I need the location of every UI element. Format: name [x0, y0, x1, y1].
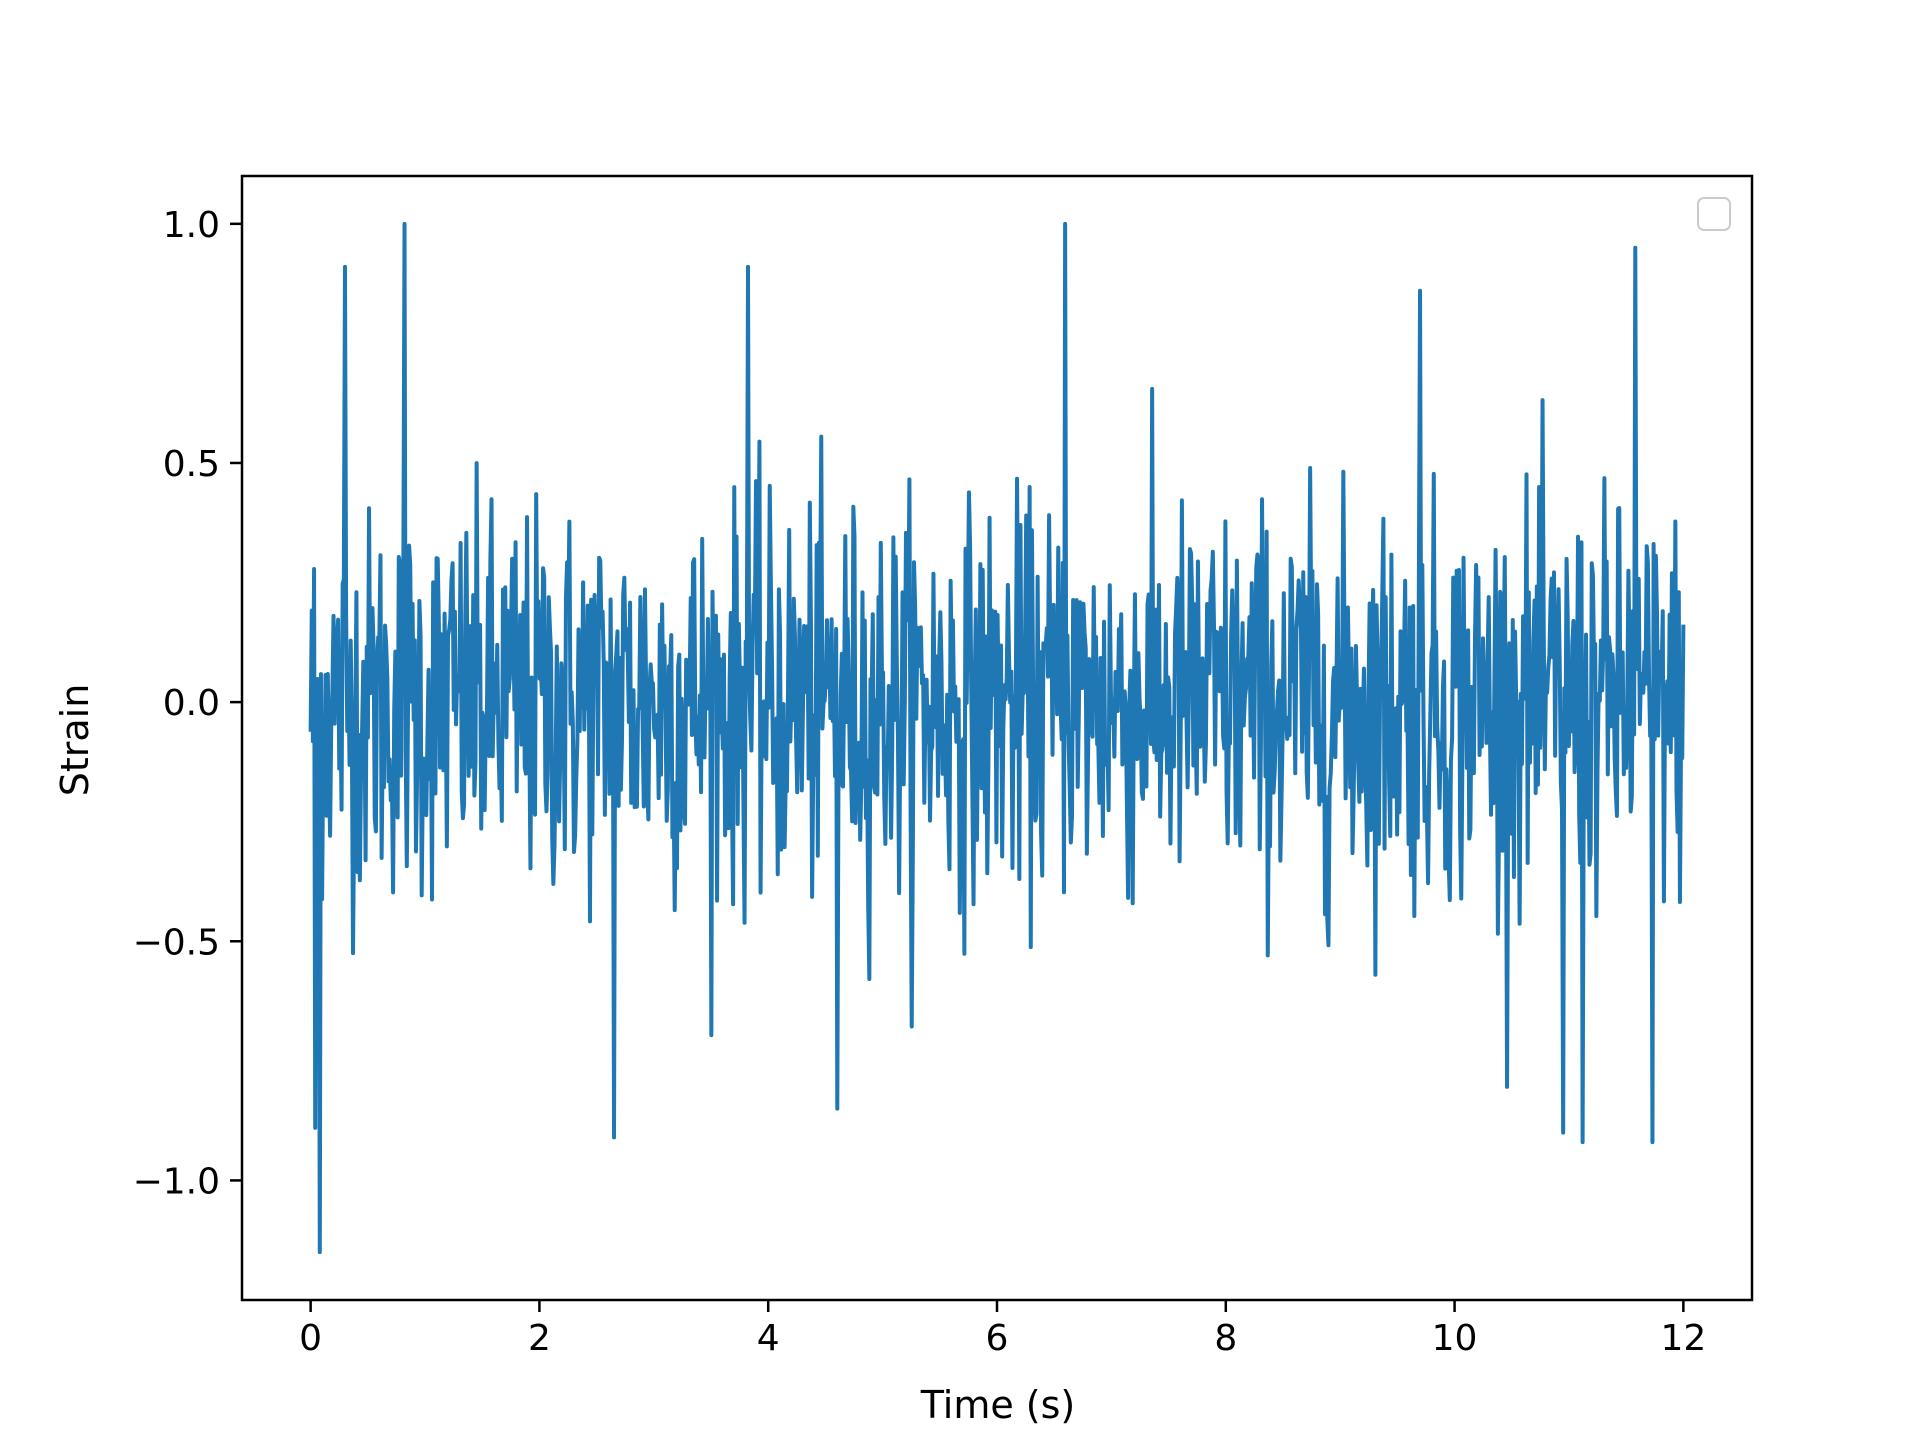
y-axis-label: Strain [53, 684, 97, 797]
y-tick-label: 1.0 [163, 205, 220, 246]
x-tick-label: 12 [1660, 1318, 1706, 1359]
x-tick-label: 8 [1214, 1318, 1237, 1359]
x-tick-label: 0 [299, 1318, 322, 1359]
x-axis-label: Time (s) [920, 1383, 1076, 1427]
x-tick-label: 2 [528, 1318, 551, 1359]
x-tick-label: 6 [986, 1318, 1009, 1359]
y-tick-label: 0.5 [163, 444, 220, 485]
strain-series-line [308, 221, 1686, 1255]
y-tick-label: −0.5 [133, 922, 220, 963]
y-axis: −1.0 −0.5 0.0 0.5 1.0 [133, 205, 242, 1202]
x-tick-label: 10 [1432, 1318, 1478, 1359]
x-tick-label: 4 [757, 1318, 780, 1359]
y-tick-label: 0.0 [163, 683, 220, 724]
legend-box [1697, 197, 1731, 231]
y-tick-label: −1.0 [133, 1161, 220, 1202]
x-axis: 0 2 4 6 8 10 12 [299, 1300, 1706, 1359]
